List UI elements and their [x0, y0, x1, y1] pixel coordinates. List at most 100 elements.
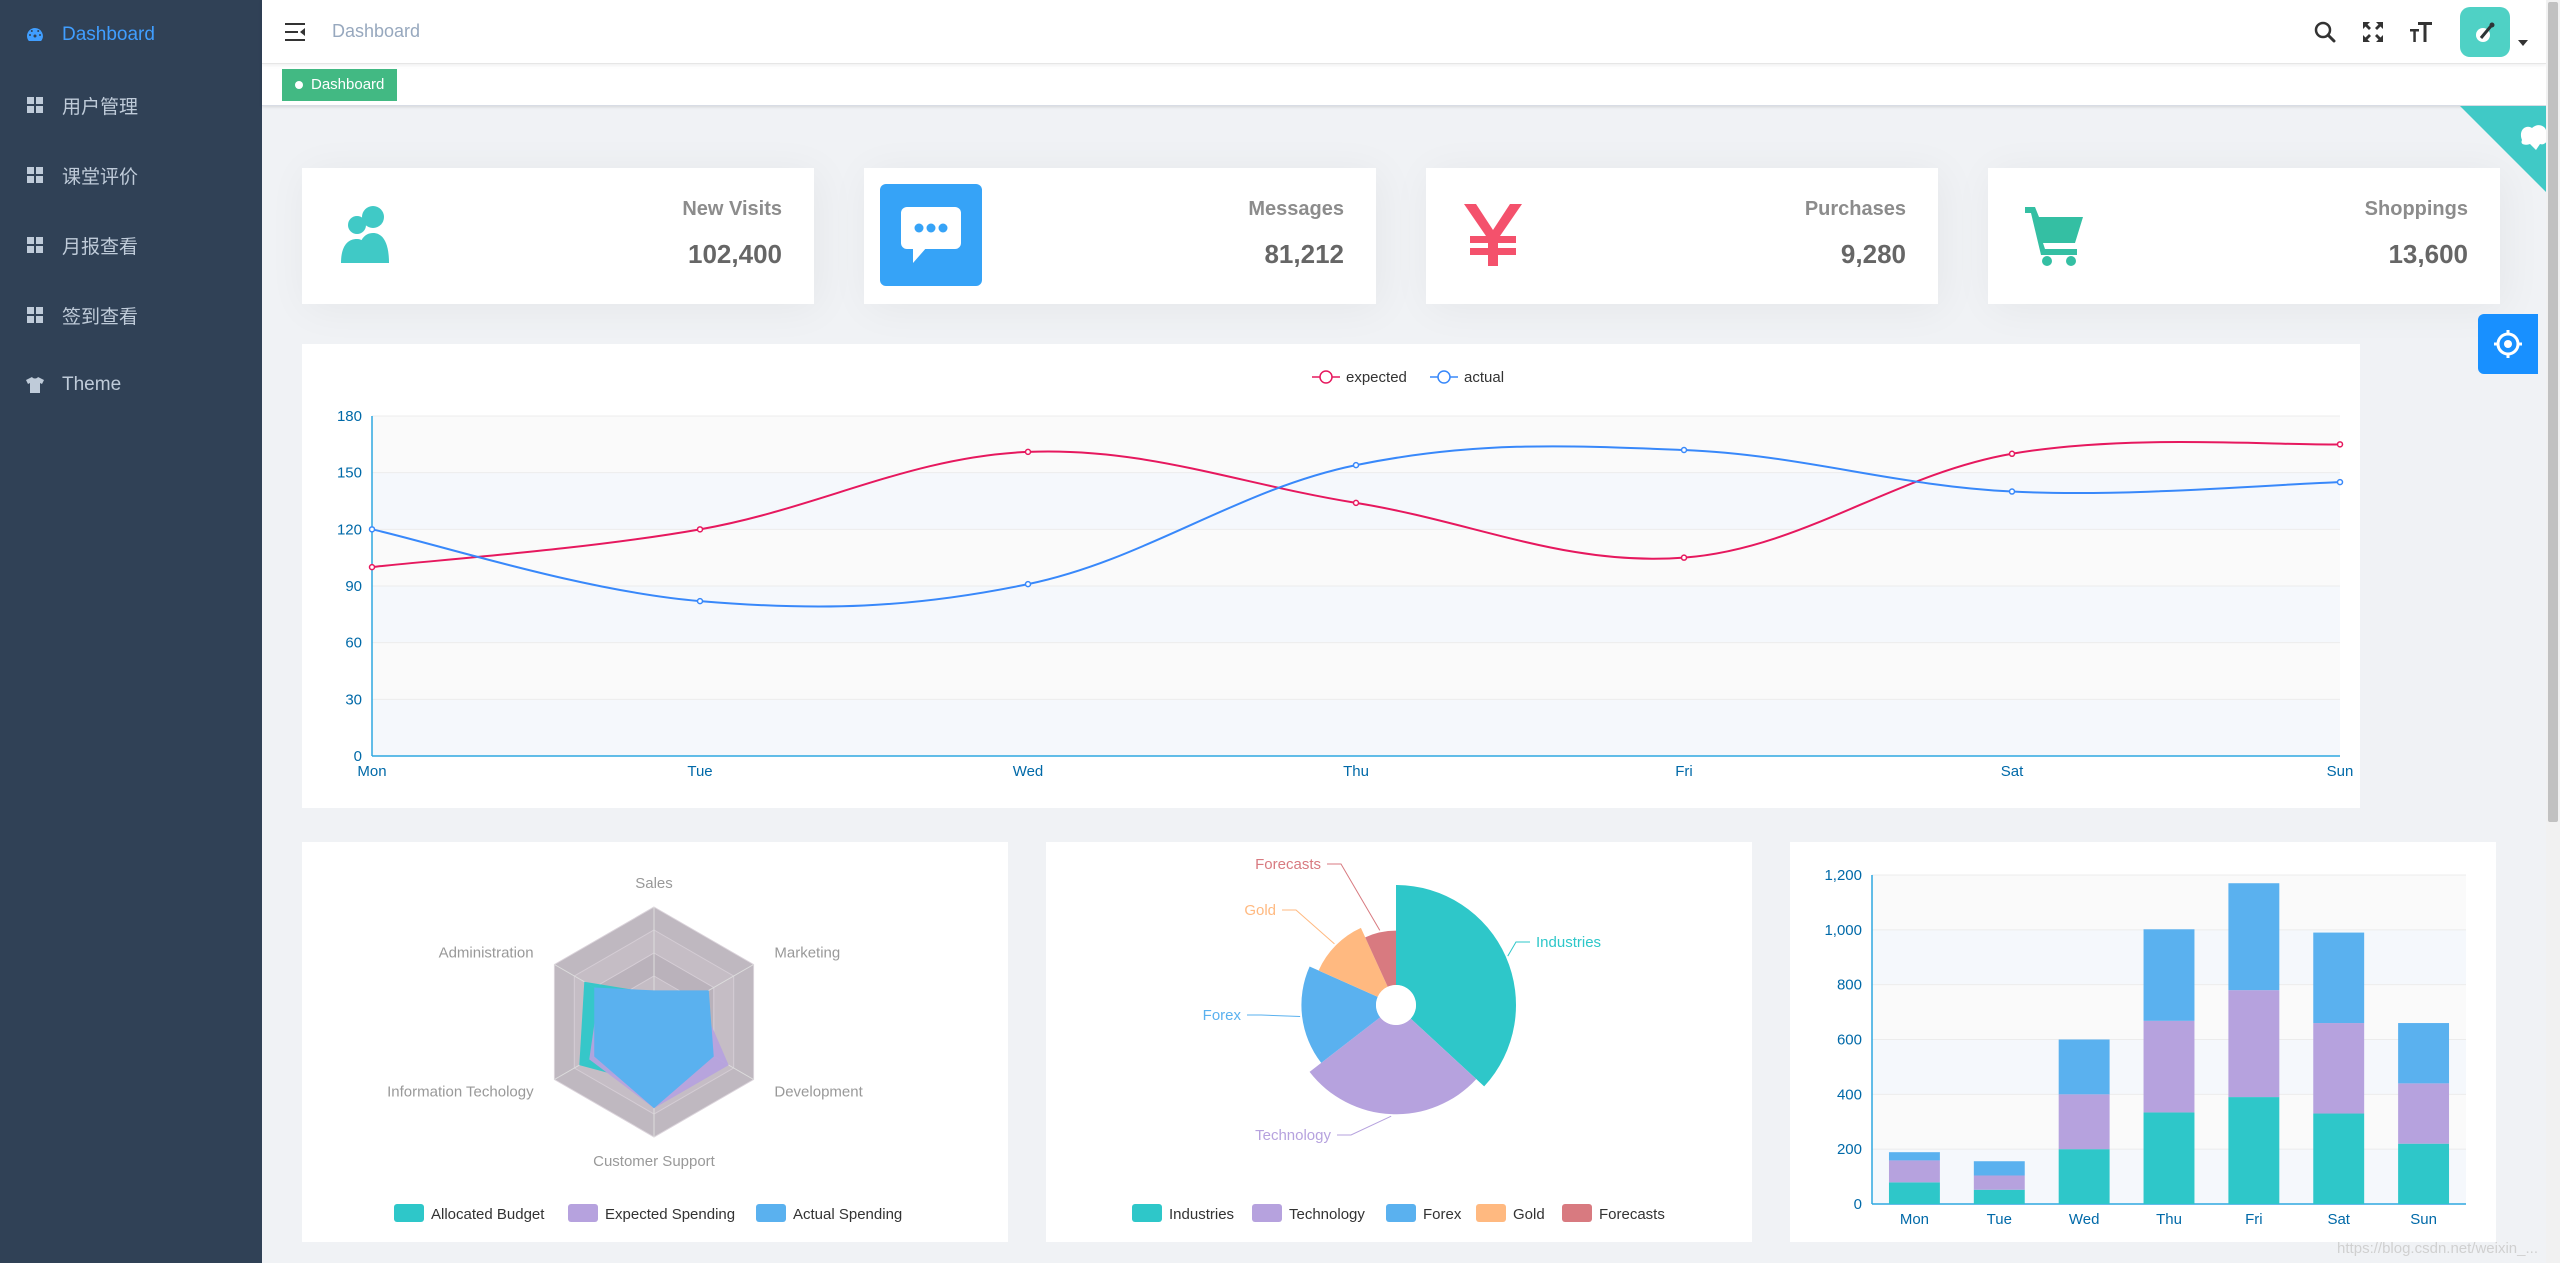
x-tick-label: Wed [1013, 763, 1044, 780]
watermark: https://blog.csdn.net/weixin_... [2337, 1240, 2538, 1257]
tags-view: Dashboard [262, 64, 2546, 106]
card-purchases[interactable]: Purchases 9,280 [1426, 168, 1938, 304]
legend-swatch [1386, 1204, 1416, 1222]
pie-label: Industries [1536, 934, 1601, 951]
shirt-icon [26, 376, 44, 394]
card-title: Messages [1248, 198, 1344, 220]
grid-icon [26, 166, 44, 184]
bar-segment-pageB [2143, 1020, 2195, 1113]
grid-band [372, 642, 2340, 700]
y-tick-label: 800 [1837, 977, 1862, 994]
card-title: Purchases [1804, 198, 1906, 220]
pie-label-line [1337, 1115, 1392, 1136]
card-value: 9,280 [1840, 239, 1906, 269]
legend-label: Forecasts [1599, 1206, 1665, 1223]
data-point-actual [696, 597, 704, 605]
card-value: 81,212 [1264, 239, 1344, 269]
legend-swatch [1562, 1204, 1592, 1222]
scrollbar-thumb[interactable] [2548, 2, 2558, 822]
dashboard-icon [26, 26, 44, 44]
search-icon[interactable] [2312, 19, 2338, 45]
grid-band [372, 586, 2340, 643]
grid-band [1872, 875, 2466, 930]
legend-marker [1319, 370, 1333, 384]
radar-chart-panel: Sales Marketing Development Customer Suppor… [302, 842, 1008, 1242]
pie-slice-technology [1309, 1017, 1477, 1115]
card-title: Shoppings [2364, 198, 2468, 220]
bar-segment-pageA [2143, 1112, 2195, 1204]
font-size-icon[interactable] [2408, 19, 2434, 45]
shopping-icon [2004, 184, 2106, 286]
sidebar-item-label: 签到查看 [62, 306, 139, 328]
pie-center-hole [1376, 985, 1416, 1025]
bar-segment-pageA [2313, 1113, 2365, 1204]
bar-segment-pageC [1973, 1161, 2025, 1176]
bar-segment-pageC [2228, 883, 2280, 991]
github-corner[interactable] [2460, 106, 2560, 206]
scrollbar[interactable] [2546, 0, 2560, 1263]
hamburger-icon[interactable] [282, 19, 308, 45]
avatar[interactable] [2460, 7, 2510, 57]
legend-swatch [1252, 1204, 1282, 1222]
pie-chart-panel: Industries Technology Forex Gold Forecasts In… [1046, 842, 1752, 1242]
x-tick-label: Sun [2410, 1211, 2437, 1228]
sidebar-item-monthly-report[interactable]: 月报查看 [0, 210, 262, 280]
bar-segment-pageA [1973, 1189, 2025, 1204]
sidebar-item-class-review[interactable]: 课堂评价 [0, 140, 262, 210]
chevron-down-icon[interactable] [2518, 40, 2528, 46]
y-tick-label: 0 [354, 748, 362, 765]
card-title: New Visits [682, 198, 782, 220]
pie-label: Forex [1203, 1007, 1242, 1024]
legend-swatch [1476, 1204, 1506, 1222]
y-tick-label: 90 [345, 578, 362, 595]
y-tick-label: 180 [337, 408, 362, 425]
x-tick-label: Sat [2327, 1211, 2350, 1228]
bar-segment-pageB [2228, 990, 2280, 1098]
pie-label-line [1282, 909, 1335, 945]
legend-swatch [1132, 1204, 1162, 1222]
y-tick-label: 400 [1837, 1086, 1862, 1103]
card-new-visits[interactable]: New Visits 102,400 [302, 168, 814, 304]
legend-label: Expected Spending [605, 1206, 735, 1223]
card-shoppings[interactable]: Shoppings 13,600 [1988, 168, 2500, 304]
x-tick-label: Thu [1343, 763, 1369, 780]
bar-segment-pageC [2143, 929, 2195, 1021]
bar-segment-pageB [1888, 1160, 1940, 1183]
fullscreen-icon[interactable] [2360, 19, 2386, 45]
x-tick-label: Tue [687, 763, 712, 780]
active-dot [295, 80, 303, 89]
y-tick-label: 200 [1837, 1141, 1862, 1158]
main-container: Dashboard Dashboard [262, 0, 2546, 1263]
message-icon [880, 184, 982, 286]
pie-label-line [1247, 1014, 1301, 1018]
y-tick-label: 0 [1854, 1196, 1862, 1213]
x-tick-label: Fri [1675, 763, 1693, 780]
y-tick-label: 1,200 [1824, 867, 1862, 884]
settings-button[interactable] [2478, 314, 2538, 374]
pie-slice-forex [1301, 966, 1381, 1063]
grid-band [372, 529, 2340, 586]
tag-dashboard[interactable]: Dashboard [282, 68, 398, 101]
x-tick-label: Sun [2327, 763, 2354, 780]
bar-chart: 0 200 400 600 800 1,000 1,200 Mon Tue Wed Thu Fri Sa… [1824, 867, 2466, 1228]
x-tick-label: Mon [357, 763, 386, 780]
radar-area-actual-spending [594, 987, 714, 1109]
data-point-actual [1680, 446, 1688, 454]
breadcrumb: Dashboard [332, 21, 421, 41]
card-messages[interactable]: Messages 81,212 [864, 168, 1376, 304]
sidebar-item-checkin[interactable]: 签到查看 [0, 280, 262, 350]
data-point-expected [368, 563, 376, 571]
grid-icon [26, 306, 44, 324]
pie-label: Forecasts [1255, 856, 1321, 873]
money-icon [1442, 184, 1544, 286]
legend-swatch [394, 1204, 424, 1222]
bar-segment-pageC [2058, 1039, 2110, 1095]
bar-segment-pageA [2398, 1143, 2450, 1204]
sidebar-item-theme[interactable]: Theme [0, 350, 262, 420]
sidebar-item-dashboard[interactable]: Dashboard [0, 0, 262, 70]
y-tick-label: 150 [337, 465, 362, 482]
bar-segment-pageC [2313, 932, 2365, 1024]
sidebar-item-users[interactable]: 用户管理 [0, 70, 262, 140]
radar-chart: Sales Marketing Development Customer Suppor… [387, 875, 902, 1223]
radar-indicator-label: Customer Support [593, 1153, 716, 1170]
